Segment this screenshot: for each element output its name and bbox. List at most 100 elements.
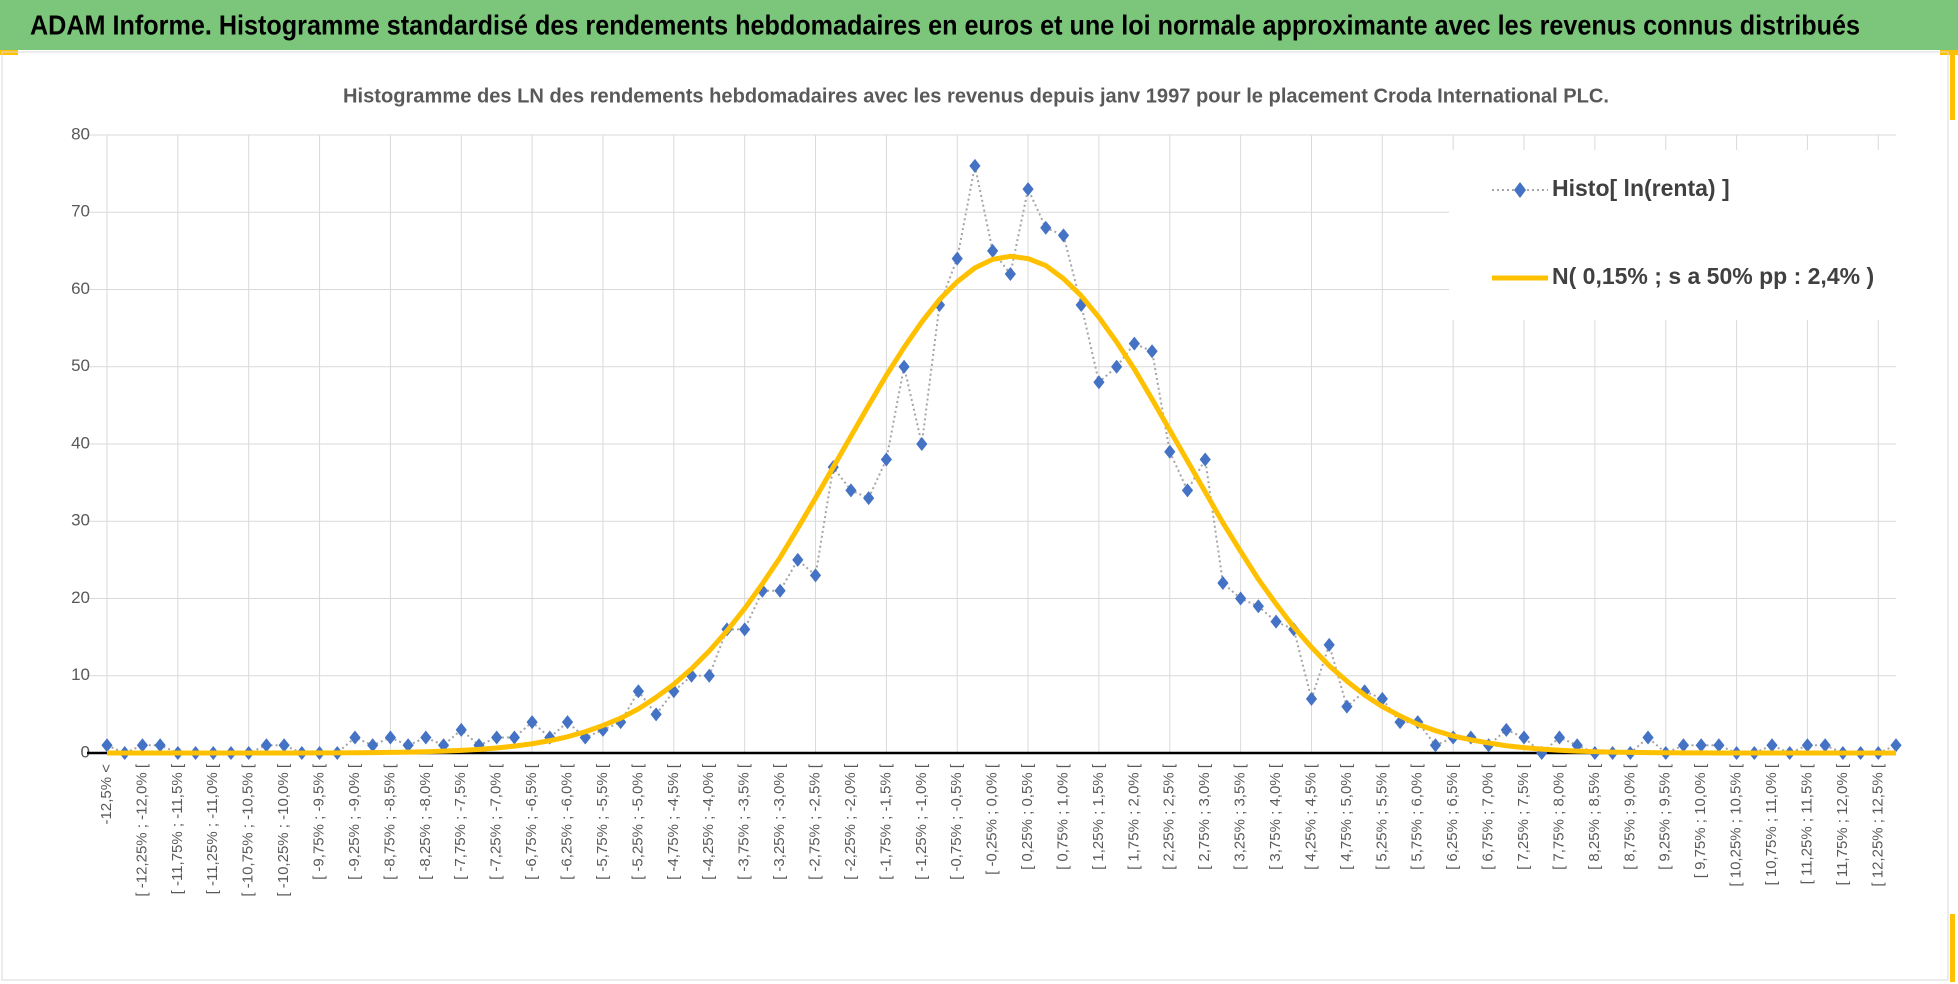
x-tick-label: [ -2,25% ; -2,0% [ (842, 763, 859, 880)
x-tick-label: [ -11,25% ; -11,0% [ (204, 763, 221, 894)
x-tick-label: [ 5,75% ; 6,0% [ (1409, 763, 1426, 870)
x-tick-label: [ -9,75% ; -9,5% [ (311, 763, 328, 880)
point-marker (136, 738, 149, 753)
point-marker (969, 158, 981, 173)
point-marker (774, 583, 786, 598)
point-marker (703, 668, 715, 683)
y-tick-label: 70 (71, 202, 90, 221)
point-marker (916, 437, 928, 451)
chart-border (1, 51, 1949, 981)
point-marker (1181, 483, 1194, 498)
point-marker (1341, 699, 1353, 714)
y-tick-label: 20 (71, 588, 90, 607)
point-marker (1111, 359, 1123, 374)
point-marker (367, 738, 379, 753)
point-marker (455, 722, 467, 737)
point-marker (1642, 730, 1654, 745)
corner-accent (1940, 50, 1958, 55)
x-tick-label: [ -4,75% ; -4,5% [ (665, 763, 682, 880)
x-tick-label: [ 9,75% ; 10,0% [ (1692, 763, 1709, 878)
y-tick-label: 50 (71, 356, 90, 375)
point-marker (650, 707, 662, 722)
point-marker (1323, 637, 1335, 652)
x-tick-label: [ 7,75% ; 8,0% [ (1550, 763, 1567, 870)
point-marker (1199, 452, 1211, 467)
point-marker (1022, 182, 1034, 197)
point-marker (880, 452, 892, 467)
point-marker (1677, 738, 1690, 753)
x-tick-label: [ 0,25% ; 0,5% [ (1019, 763, 1036, 870)
point-marker (1146, 344, 1158, 359)
point-marker (508, 730, 520, 745)
legend-swatch (1514, 182, 1526, 198)
x-tick-label: -12,5% < (98, 764, 115, 825)
point-marker (1252, 599, 1264, 614)
point-marker (1766, 738, 1778, 753)
point-marker (739, 622, 751, 637)
point-marker (349, 730, 361, 745)
point-marker (420, 730, 432, 745)
y-tick-label: 40 (71, 433, 90, 452)
x-tick-label: [ -11,75% ; -11,5% [ (169, 763, 186, 894)
point-marker (561, 715, 574, 730)
x-tick-label: [ 3,25% ; 3,5% [ (1232, 763, 1249, 870)
y-tick-label: 80 (71, 124, 90, 143)
point-marker (668, 684, 680, 699)
x-tick-label: [ -9,25% ; -9,0% [ (346, 763, 363, 880)
point-marker (1164, 444, 1176, 459)
point-marker (1518, 730, 1530, 745)
point-marker (260, 738, 273, 753)
x-tick-label: [ -2,75% ; -2,5% [ (806, 763, 823, 880)
point-marker (898, 359, 910, 374)
point-marker (951, 251, 963, 266)
point-marker (1270, 614, 1282, 629)
y-tick-label: 0 (81, 742, 90, 761)
x-tick-label: [ 11,75% ; 12,0% [ (1834, 763, 1851, 885)
x-tick-label: [ 1,75% ; 2,0% [ (1125, 763, 1142, 870)
x-tick-label: [ 2,25% ; 2,5% [ (1161, 763, 1178, 870)
point-marker (491, 730, 503, 745)
legend-label: N( 0,15% ; s a 50% pp : 2,4% ) (1552, 263, 1874, 289)
point-marker (1217, 576, 1229, 591)
header-band (0, 0, 1958, 50)
x-tick-label: [ 1,25% ; 1,5% [ (1090, 763, 1107, 870)
chart-title: Histogramme des LN des rendements hebdom… (343, 85, 1609, 107)
point-marker (863, 491, 875, 506)
series-line (107, 253, 1896, 756)
point-marker (402, 738, 414, 753)
point-marker (1305, 691, 1318, 706)
point-marker (154, 738, 166, 753)
point-marker (1004, 267, 1016, 282)
x-tick-label: [ 7,25% ; 7,5% [ (1515, 763, 1532, 870)
point-marker (685, 668, 698, 683)
y-tick-label: 10 (71, 665, 90, 684)
x-tick-label: [ -4,25% ; -4,0% [ (700, 763, 717, 880)
x-tick-label: [ -0,75% ; -0,5% [ (948, 763, 965, 880)
x-tick-label: [ 6,75% ; 7,0% [ (1480, 763, 1497, 870)
x-tick-label: [ -3,75% ; -3,5% [ (736, 763, 753, 880)
x-tick-label: [ -3,25% ; -3,0% [ (771, 763, 788, 880)
x-tick-label: [ 3,75% ; 4,0% [ (1267, 763, 1284, 870)
point-marker (1040, 220, 1052, 235)
legend-box (1449, 150, 1899, 320)
corner-accent (1950, 50, 1955, 120)
point-marker (845, 483, 857, 498)
x-tick-label: [ 6,25% ; 6,5% [ (1444, 763, 1461, 870)
point-marker (809, 568, 822, 583)
legend-label: Histo[ ln(renta) ] (1552, 175, 1730, 201)
point-marker (278, 738, 290, 753)
point-marker (1429, 738, 1442, 753)
y-tick-label: 60 (71, 279, 90, 298)
point-marker (526, 715, 538, 730)
point-marker (1235, 591, 1247, 606)
corner-accent (1950, 914, 1955, 982)
x-tick-label: [ 10,75% ; 11,0% [ (1763, 763, 1780, 885)
x-tick-label: [ -7,75% ; -7,5% [ (452, 763, 469, 880)
point-marker (384, 730, 397, 745)
point-marker (1819, 738, 1831, 753)
x-tick-label: [ -10,25% ; -10,0% [ (275, 763, 292, 896)
x-tick-label: [ 11,25% ; 11,5% [ (1798, 763, 1815, 884)
point-marker (1057, 228, 1070, 243)
